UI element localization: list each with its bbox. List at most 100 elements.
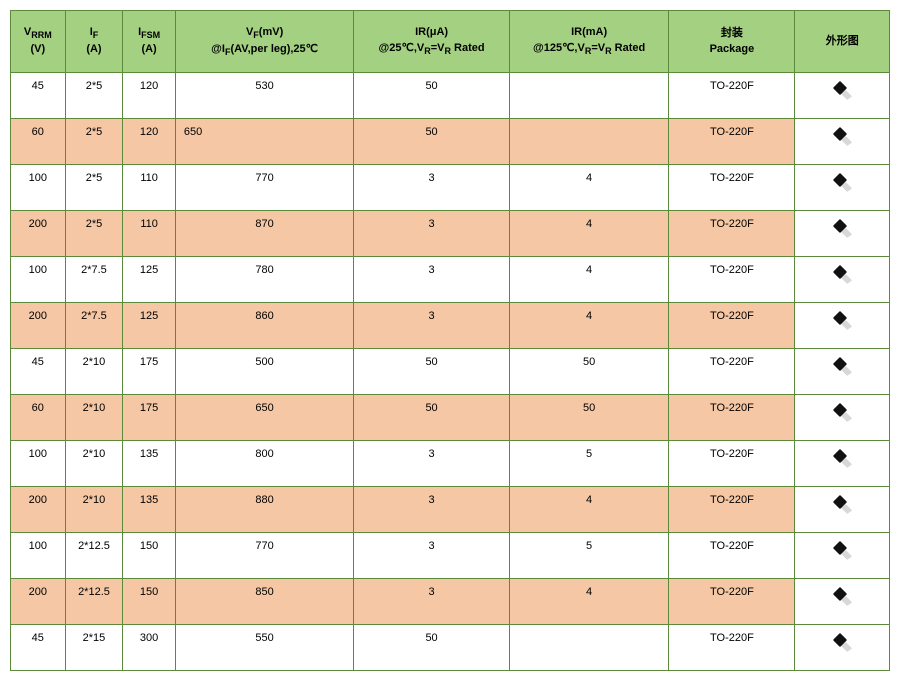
cell-vrrm: 45 (11, 73, 66, 119)
cell-ir25: 50 (354, 395, 509, 441)
header-if: IF (A) (65, 11, 123, 73)
cell-vf: 870 (175, 211, 354, 257)
cell-package: TO-220F (669, 579, 795, 625)
table-row: 1002*12.515077035TO-220F (11, 533, 890, 579)
cell-package: TO-220F (669, 349, 795, 395)
cell-ifsm: 150 (123, 533, 176, 579)
cell-if: 2*5 (65, 211, 123, 257)
cell-ir25: 3 (354, 165, 509, 211)
table-row: 2002*1013588034TO-220F (11, 487, 890, 533)
table-row: 452*512053050TO-220F (11, 73, 890, 119)
table-row: 1002*7.512578034TO-220F (11, 257, 890, 303)
cell-ifsm: 150 (123, 579, 176, 625)
cell-shape (795, 119, 890, 165)
cell-ir25: 50 (354, 625, 509, 671)
cell-shape (795, 533, 890, 579)
table-row: 452*101755005050TO-220F (11, 349, 890, 395)
package-chip-icon (832, 221, 852, 241)
cell-shape (795, 165, 890, 211)
cell-ir125 (509, 625, 669, 671)
cell-vf: 530 (175, 73, 354, 119)
cell-ifsm: 175 (123, 395, 176, 441)
cell-ir125 (509, 119, 669, 165)
cell-ifsm: 300 (123, 625, 176, 671)
table-row: 602*512065050TO-220F (11, 119, 890, 165)
cell-if: 2*5 (65, 73, 123, 119)
package-chip-icon (832, 313, 852, 333)
cell-shape (795, 487, 890, 533)
header-package: 封装 Package (669, 11, 795, 73)
header-ir125: IR(mA) @125℃,VR=VR Rated (509, 11, 669, 73)
cell-ir125: 4 (509, 165, 669, 211)
cell-package: TO-220F (669, 487, 795, 533)
cell-if: 2*12.5 (65, 533, 123, 579)
cell-vrrm: 200 (11, 579, 66, 625)
cell-package: TO-220F (669, 625, 795, 671)
cell-package: TO-220F (669, 211, 795, 257)
cell-vrrm: 60 (11, 119, 66, 165)
cell-package: TO-220F (669, 533, 795, 579)
cell-package: TO-220F (669, 303, 795, 349)
cell-package: TO-220F (669, 73, 795, 119)
cell-vf: 860 (175, 303, 354, 349)
cell-if: 2*7.5 (65, 303, 123, 349)
package-chip-icon (832, 83, 852, 103)
table-header: VRRM (V) IF (A) IFSM (A) VF(mV) @IF(AV,p… (11, 11, 890, 73)
cell-vrrm: 45 (11, 625, 66, 671)
package-chip-icon (832, 451, 852, 471)
cell-ir25: 3 (354, 211, 509, 257)
package-chip-icon (832, 359, 852, 379)
header-shape: 外形图 (795, 11, 890, 73)
cell-vrrm: 200 (11, 303, 66, 349)
cell-shape (795, 579, 890, 625)
table-row: 602*101756505050TO-220F (11, 395, 890, 441)
cell-ir25: 3 (354, 533, 509, 579)
cell-ir125: 5 (509, 533, 669, 579)
table-row: 2002*7.512586034TO-220F (11, 303, 890, 349)
cell-ir125: 50 (509, 395, 669, 441)
cell-ir25: 3 (354, 487, 509, 533)
header-vf: VF(mV) @IF(AV,per leg),25℃ (175, 11, 354, 73)
cell-package: TO-220F (669, 257, 795, 303)
package-chip-icon (832, 543, 852, 563)
cell-ifsm: 135 (123, 487, 176, 533)
cell-ir25: 3 (354, 257, 509, 303)
package-chip-icon (832, 129, 852, 149)
cell-ifsm: 175 (123, 349, 176, 395)
cell-vf: 800 (175, 441, 354, 487)
cell-shape (795, 395, 890, 441)
cell-vf: 850 (175, 579, 354, 625)
cell-shape (795, 303, 890, 349)
cell-ir125: 50 (509, 349, 669, 395)
cell-vf: 770 (175, 165, 354, 211)
cell-if: 2*15 (65, 625, 123, 671)
cell-package: TO-220F (669, 395, 795, 441)
cell-ifsm: 125 (123, 303, 176, 349)
cell-vrrm: 60 (11, 395, 66, 441)
cell-ifsm: 125 (123, 257, 176, 303)
header-vrrm: VRRM (V) (11, 11, 66, 73)
cell-if: 2*12.5 (65, 579, 123, 625)
cell-ir125: 4 (509, 487, 669, 533)
cell-vf: 780 (175, 257, 354, 303)
table-row: 1002*511077034TO-220F (11, 165, 890, 211)
cell-vrrm: 100 (11, 165, 66, 211)
package-chip-icon (832, 175, 852, 195)
cell-shape (795, 257, 890, 303)
cell-vrrm: 200 (11, 487, 66, 533)
cell-vrrm: 200 (11, 211, 66, 257)
package-chip-icon (832, 635, 852, 655)
table-row: 452*1530055050TO-220F (11, 625, 890, 671)
cell-package: TO-220F (669, 119, 795, 165)
cell-vrrm: 100 (11, 533, 66, 579)
cell-shape (795, 73, 890, 119)
cell-if: 2*7.5 (65, 257, 123, 303)
cell-ifsm: 135 (123, 441, 176, 487)
cell-ir125: 5 (509, 441, 669, 487)
cell-if: 2*10 (65, 395, 123, 441)
cell-vf: 500 (175, 349, 354, 395)
cell-if: 2*10 (65, 349, 123, 395)
header-ir25: IR(μA) @25℃,VR=VR Rated (354, 11, 509, 73)
cell-vrrm: 100 (11, 257, 66, 303)
cell-if: 2*10 (65, 487, 123, 533)
